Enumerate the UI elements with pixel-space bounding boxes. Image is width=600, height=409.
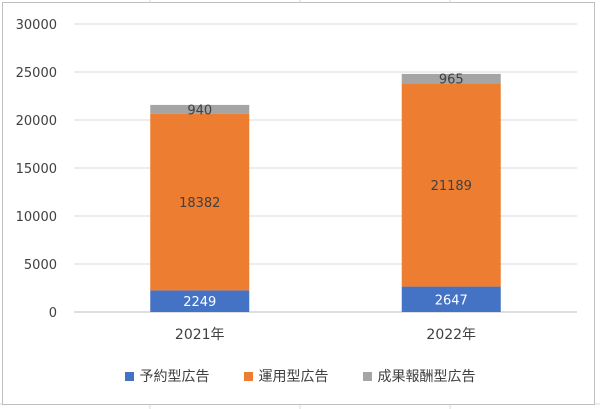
legend-swatch xyxy=(124,371,134,381)
bar-segment xyxy=(401,286,501,312)
y-tick-label: 25000 xyxy=(16,66,57,81)
bar-segment xyxy=(150,290,250,312)
bar-segment xyxy=(150,104,250,114)
y-tick-label: 5000 xyxy=(24,258,57,273)
data-label: 2249 xyxy=(183,295,216,310)
legend-item-performance-ads: 成果報酬型広告 xyxy=(362,366,476,386)
bar-segment xyxy=(401,83,501,287)
y-tick-label: 20000 xyxy=(16,114,57,129)
legend-item-programmatic-ads: 運用型広告 xyxy=(243,366,329,386)
legend-label: 予約型広告 xyxy=(139,369,210,385)
legend-swatch xyxy=(362,371,372,381)
x-tick-label: 2021年 xyxy=(175,327,225,343)
legend-label: 運用型広告 xyxy=(258,369,329,385)
y-tick-label: 15000 xyxy=(16,162,57,177)
y-tick-label: 10000 xyxy=(16,210,57,225)
data-label: 2647 xyxy=(435,293,468,308)
data-label: 18382 xyxy=(179,196,220,211)
data-label: 965 xyxy=(439,73,464,88)
bar-segment xyxy=(150,113,250,291)
data-label: 21189 xyxy=(431,179,472,194)
legend-swatch xyxy=(243,371,253,381)
bar-segment xyxy=(401,73,501,84)
y-tick-label: 0 xyxy=(49,306,57,321)
stacked-bar-chart: 0 5000 10000 15000 20000 25000 30000 2249 18382 9… xyxy=(16,18,577,343)
chart-area[interactable]: 0 5000 10000 15000 20000 25000 30000 2249 18382 9… xyxy=(2,2,595,405)
chart-legend: 予約型広告 運用型広告 成果報酬型広告 xyxy=(0,364,600,388)
x-tick-label: 2022年 xyxy=(426,327,476,343)
legend-label: 成果報酬型広告 xyxy=(377,369,476,385)
y-tick-label: 30000 xyxy=(16,18,57,33)
data-label: 940 xyxy=(187,103,212,118)
legend-item-reserved-ads: 予約型広告 xyxy=(124,366,210,386)
